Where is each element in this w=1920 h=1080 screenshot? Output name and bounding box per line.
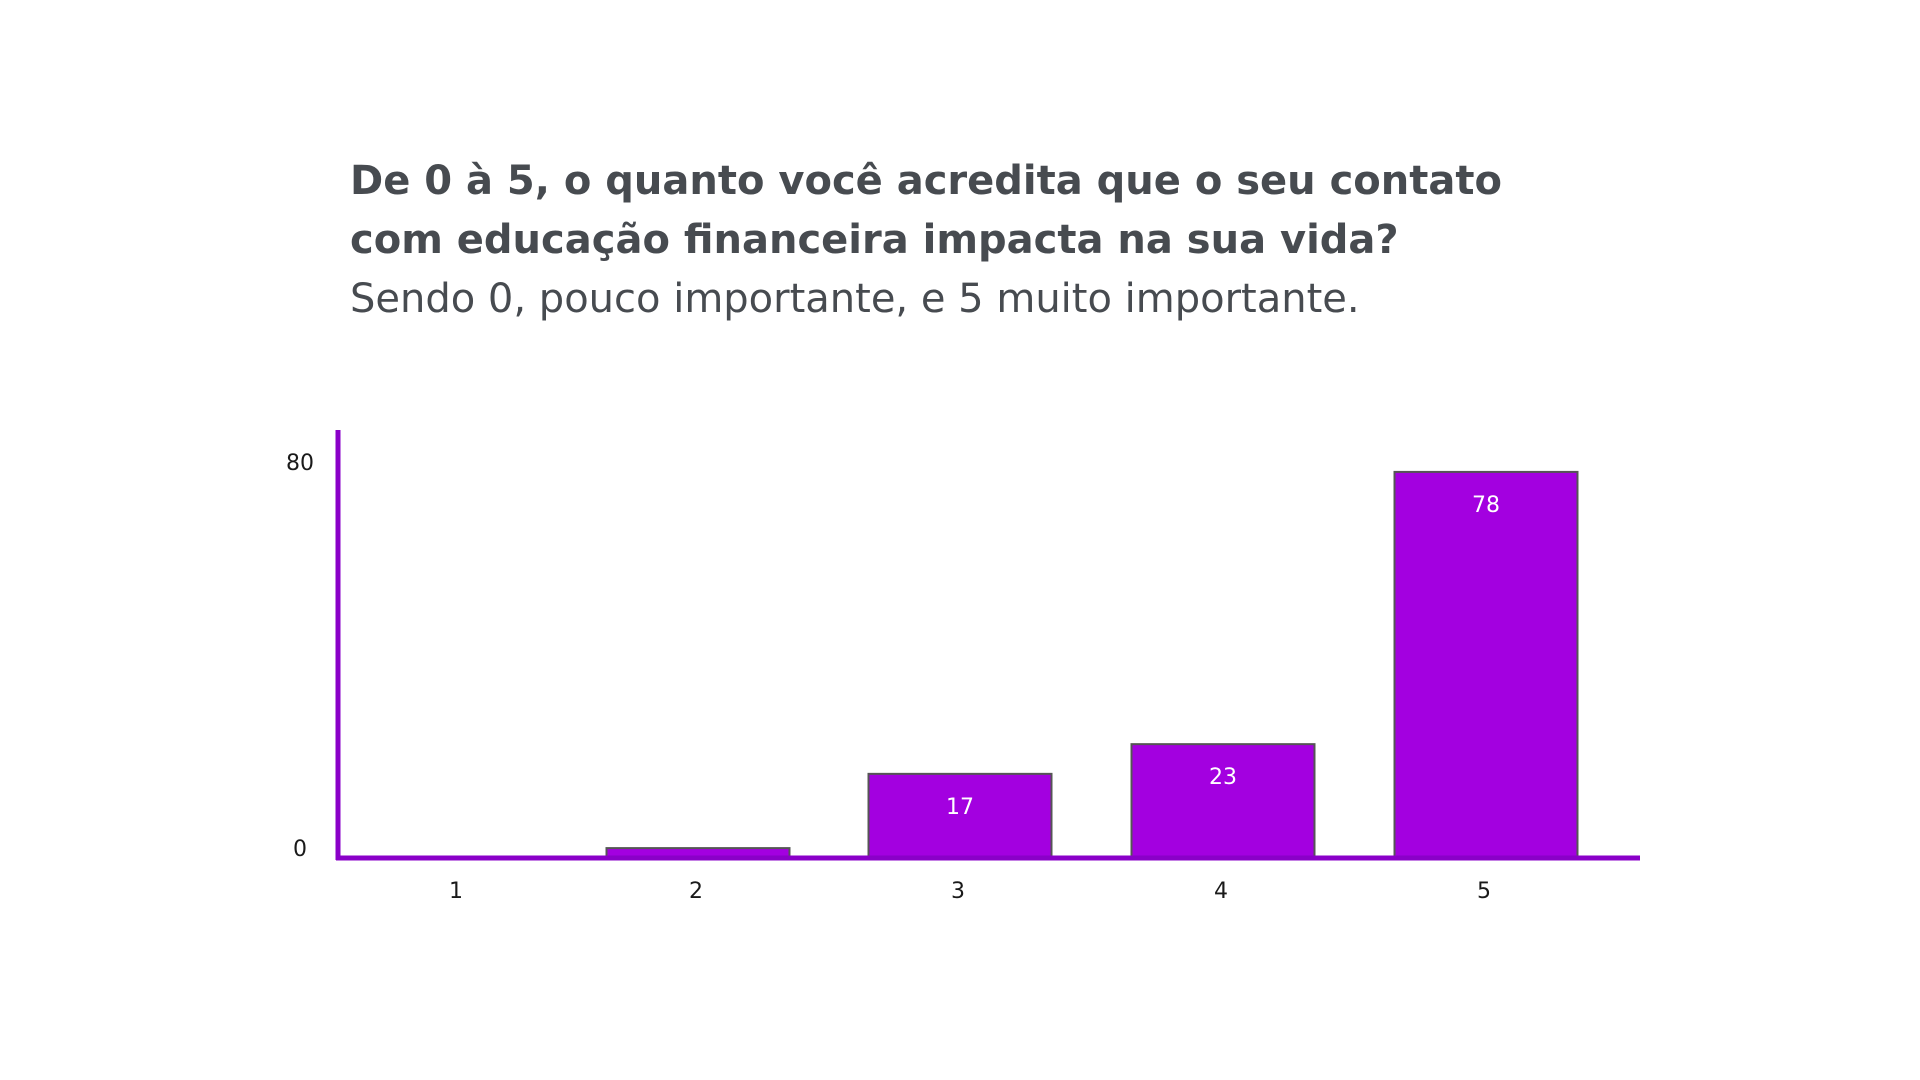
- x-tick-label-2: 2: [689, 879, 703, 904]
- value-label-5: 78: [1472, 493, 1500, 518]
- x-tick-label-4: 4: [1214, 879, 1228, 904]
- value-labels-group: 17 23 78: [946, 493, 1500, 820]
- bar-5: [1393, 470, 1579, 859]
- chart-title-line-2: com educação financeira impacta na sua v…: [350, 217, 1399, 263]
- chart-title-line-1: De 0 à 5, o quanto você acredita que o s…: [350, 158, 1502, 204]
- y-tick-labels-group: 0 80: [286, 451, 314, 862]
- bar-3: [867, 772, 1053, 859]
- bar-4: [1130, 743, 1316, 860]
- x-tick-label-1: 1: [449, 879, 463, 904]
- x-tick-labels-group: 1 2 3 4 5: [449, 879, 1491, 904]
- value-label-3: 17: [946, 795, 974, 820]
- value-label-4: 23: [1209, 765, 1237, 790]
- chart-subtitle: Sendo 0, pouco importante, e 5 muito imp…: [350, 276, 1360, 322]
- x-tick-label-3: 3: [951, 879, 965, 904]
- chart-heading: De 0 à 5, o quanto você acredita que o s…: [350, 152, 1650, 329]
- y-tick-label-80: 80: [286, 451, 314, 476]
- x-tick-label-5: 5: [1477, 879, 1491, 904]
- y-tick-label-0: 0: [293, 837, 307, 862]
- bars-group: [605, 470, 1579, 860]
